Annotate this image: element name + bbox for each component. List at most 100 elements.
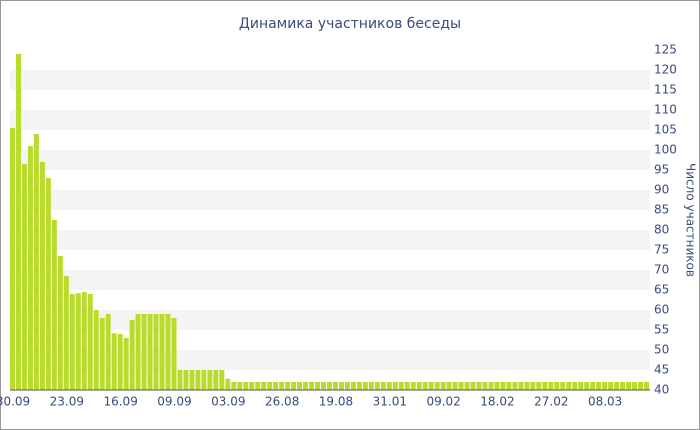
bar bbox=[279, 382, 285, 390]
y-tick-label: 65 bbox=[654, 283, 669, 297]
x-tick-label: 03.09 bbox=[211, 395, 245, 409]
bar bbox=[39, 162, 45, 390]
bar bbox=[33, 134, 39, 390]
bar bbox=[494, 382, 500, 390]
y-tick-label: 50 bbox=[654, 343, 669, 357]
bar bbox=[243, 382, 249, 390]
bar bbox=[338, 382, 344, 390]
bar bbox=[602, 382, 608, 390]
y-tick-label: 120 bbox=[654, 63, 677, 77]
bar bbox=[321, 382, 327, 390]
x-tick-label: 08.03 bbox=[588, 395, 622, 409]
y-tick-label: 110 bbox=[654, 103, 677, 117]
grid-band bbox=[10, 270, 650, 290]
bar bbox=[153, 314, 159, 390]
bar bbox=[135, 314, 141, 390]
bar bbox=[632, 382, 638, 390]
bar bbox=[548, 382, 554, 390]
bar bbox=[356, 382, 362, 390]
bar bbox=[81, 292, 87, 390]
bar bbox=[470, 382, 476, 390]
bar bbox=[291, 382, 297, 390]
bar bbox=[273, 382, 279, 390]
bar bbox=[189, 370, 195, 390]
bar bbox=[267, 382, 273, 390]
bar bbox=[165, 314, 171, 390]
grid-band bbox=[10, 150, 650, 170]
bar bbox=[362, 382, 368, 390]
bar bbox=[386, 382, 392, 390]
x-tick-label: 16.09 bbox=[103, 395, 137, 409]
x-tick-label: 26.08 bbox=[265, 395, 299, 409]
x-tick-label: 18.02 bbox=[480, 395, 514, 409]
grid-band bbox=[10, 110, 650, 130]
bar bbox=[374, 382, 380, 390]
y-tick-label: 115 bbox=[654, 83, 677, 97]
bar bbox=[446, 382, 452, 390]
x-tick-label: 23.09 bbox=[50, 395, 84, 409]
bar bbox=[171, 318, 177, 390]
y-tick-label: 85 bbox=[654, 203, 669, 217]
bar bbox=[524, 382, 530, 390]
bar bbox=[566, 382, 572, 390]
bar bbox=[530, 382, 536, 390]
bar bbox=[21, 164, 27, 390]
bar bbox=[177, 370, 183, 390]
bar bbox=[225, 378, 231, 390]
bar bbox=[416, 382, 422, 390]
bar bbox=[596, 382, 602, 390]
y-tick-label: 70 bbox=[654, 263, 669, 277]
bar bbox=[578, 382, 584, 390]
bar bbox=[255, 382, 261, 390]
bar bbox=[99, 318, 105, 390]
bar bbox=[45, 178, 51, 390]
bar bbox=[542, 382, 548, 390]
y-tick-label: 60 bbox=[654, 303, 669, 317]
bar bbox=[327, 382, 332, 390]
bar bbox=[398, 382, 404, 390]
bar bbox=[626, 382, 632, 390]
bar bbox=[392, 382, 398, 390]
y-tick-label: 125 bbox=[654, 43, 677, 57]
bar bbox=[93, 310, 99, 390]
x-tick-label: 09.09 bbox=[157, 395, 191, 409]
bar bbox=[69, 294, 75, 390]
bar bbox=[15, 54, 21, 390]
y-tick-label: 40 bbox=[654, 383, 669, 397]
y-tick-label: 55 bbox=[654, 323, 669, 337]
bar bbox=[536, 382, 542, 390]
bar bbox=[159, 314, 165, 390]
bar bbox=[584, 382, 590, 390]
bar bbox=[368, 382, 374, 390]
grid-band bbox=[10, 70, 650, 90]
y-tick-label: 95 bbox=[654, 163, 669, 177]
bar bbox=[213, 370, 219, 390]
bar bbox=[315, 382, 321, 390]
bar bbox=[309, 382, 315, 390]
bar bbox=[87, 294, 93, 390]
bar bbox=[512, 382, 518, 390]
bar bbox=[518, 382, 524, 390]
bar bbox=[572, 382, 578, 390]
y-tick-label: 45 bbox=[654, 363, 669, 377]
bar bbox=[614, 382, 620, 390]
bar bbox=[147, 314, 153, 390]
bar bbox=[219, 370, 225, 390]
bar bbox=[644, 382, 649, 390]
grid-band bbox=[10, 190, 650, 210]
bar bbox=[608, 382, 614, 390]
bar bbox=[123, 338, 129, 390]
bar bbox=[560, 382, 566, 390]
bar bbox=[75, 293, 81, 390]
bar bbox=[129, 320, 135, 390]
bar bbox=[434, 382, 440, 390]
bar bbox=[482, 382, 488, 390]
bar bbox=[10, 128, 15, 390]
bar bbox=[303, 382, 309, 390]
bar bbox=[590, 382, 596, 390]
x-tick-label: 30.09 bbox=[0, 395, 30, 409]
bar bbox=[105, 314, 111, 390]
bar bbox=[380, 382, 386, 390]
bar bbox=[488, 382, 494, 390]
